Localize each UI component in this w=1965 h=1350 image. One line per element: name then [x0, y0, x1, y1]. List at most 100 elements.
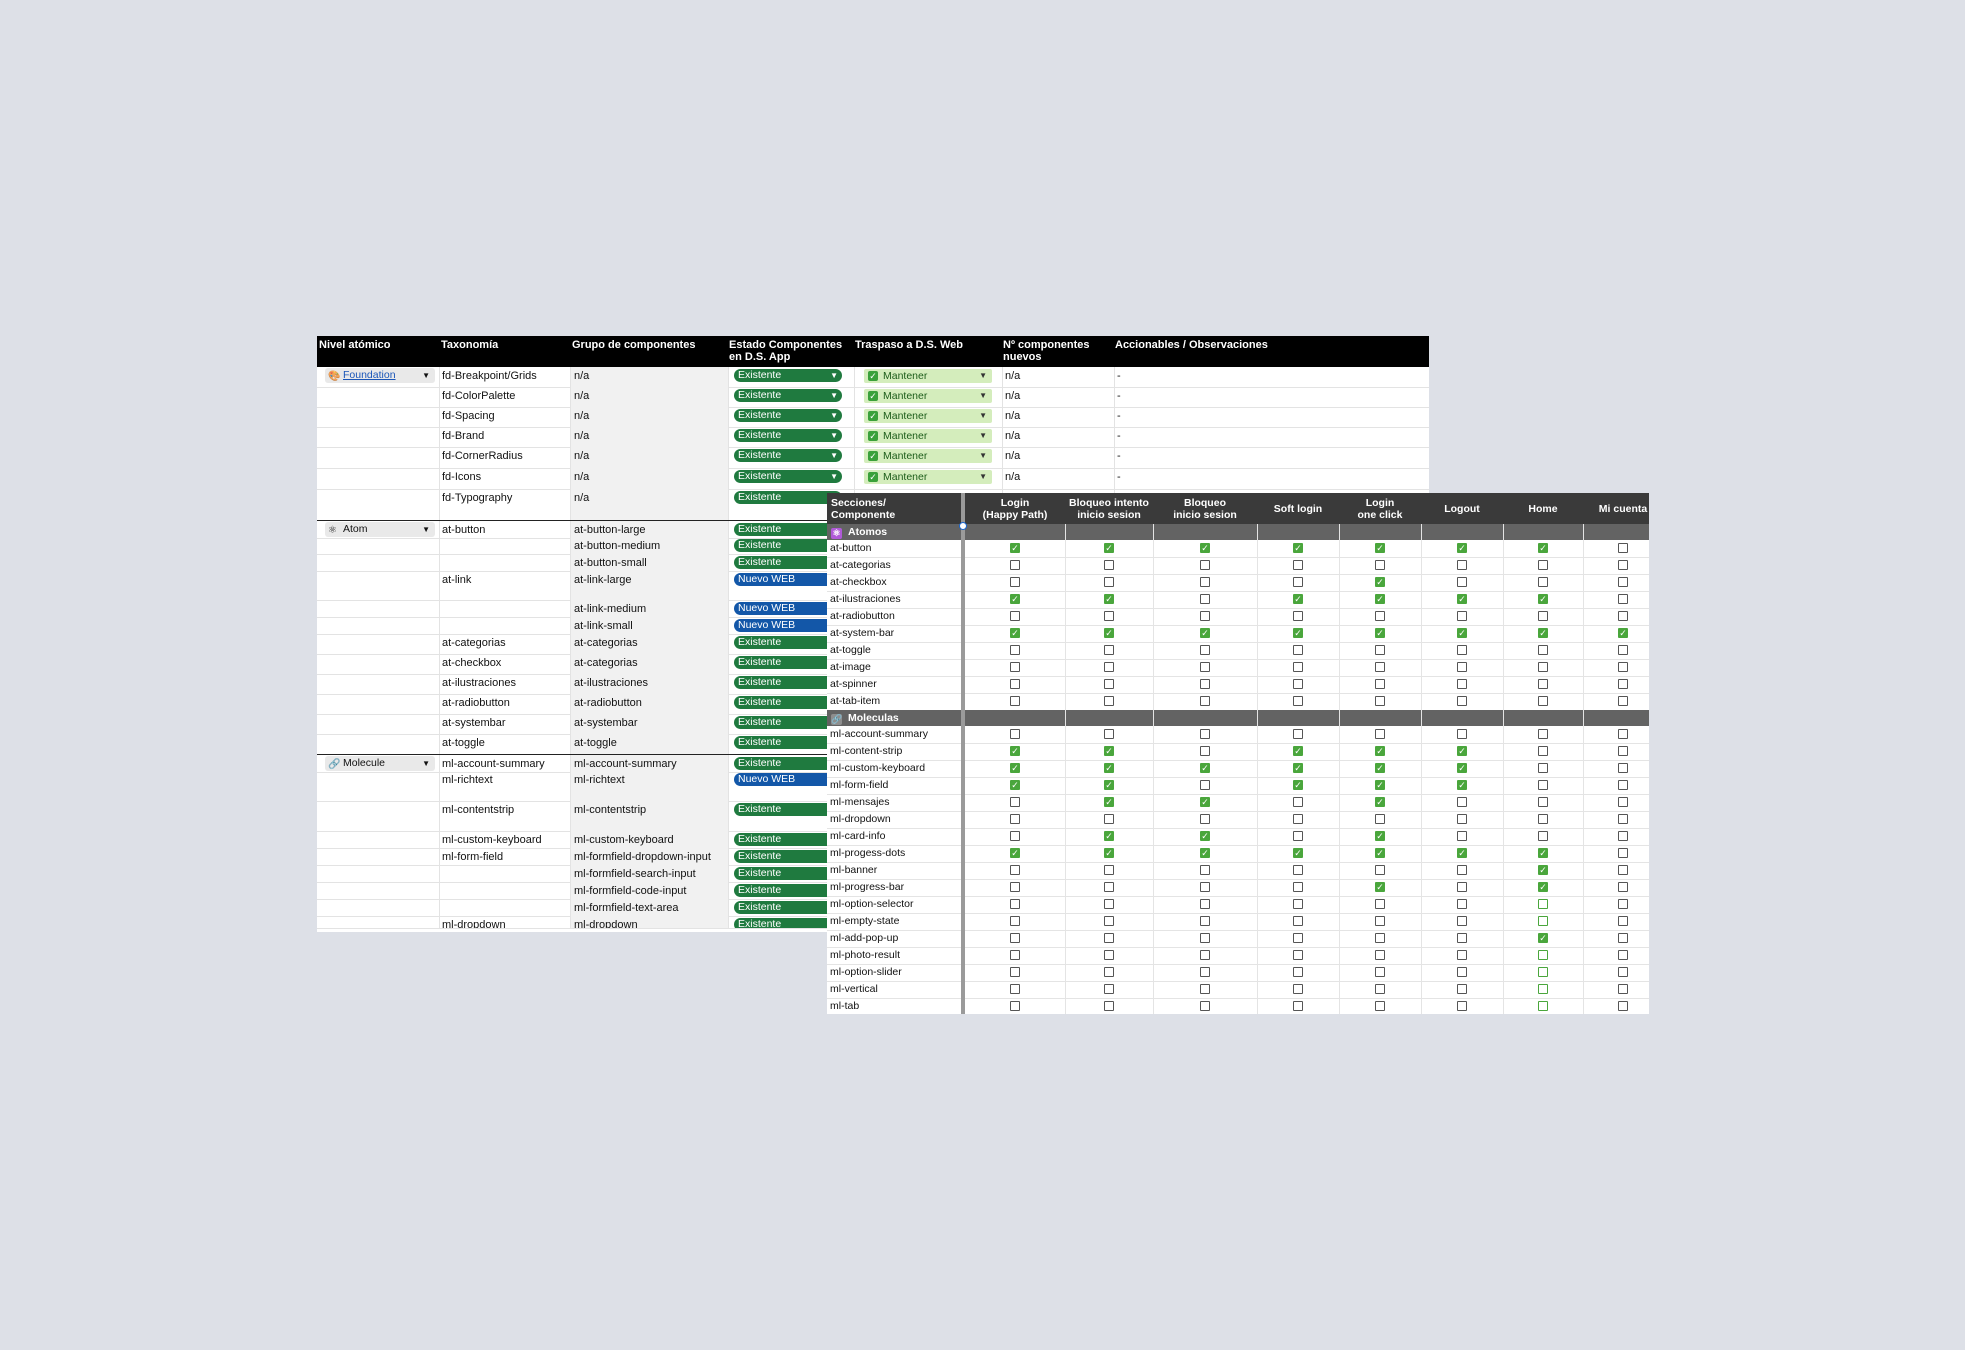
estado-status-pill[interactable]: Existente: [734, 867, 842, 880]
estado-status-pill[interactable]: Existente ▼: [734, 449, 842, 462]
section-checkbox[interactable]: ✓: [1375, 882, 1385, 892]
section-checkbox[interactable]: ✓: [1293, 594, 1303, 604]
section-checkbox[interactable]: [1200, 1001, 1210, 1011]
nivel-label[interactable]: Atom: [343, 523, 368, 535]
section-checkbox[interactable]: [1618, 814, 1628, 824]
section-checkbox[interactable]: ✓: [1375, 763, 1385, 773]
section-checkbox[interactable]: [1618, 882, 1628, 892]
section-checkbox[interactable]: [1010, 679, 1020, 689]
estado-status-pill[interactable]: Existente: [734, 833, 842, 846]
section-checkbox[interactable]: [1200, 933, 1210, 943]
section-checkbox[interactable]: ✓: [1538, 882, 1548, 892]
column-header-2[interactable]: Bloqueo intento inicio sesion: [1065, 493, 1153, 524]
section-checkbox[interactable]: [1293, 662, 1303, 672]
section-checkbox[interactable]: ✓: [1010, 848, 1020, 858]
section-checkbox[interactable]: [1293, 899, 1303, 909]
section-checkbox[interactable]: ✓: [1200, 628, 1210, 638]
section-checkbox[interactable]: ✓: [1200, 763, 1210, 773]
section-checkbox[interactable]: [1538, 679, 1548, 689]
estado-status-pill[interactable]: Existente: [734, 656, 842, 669]
section-checkbox[interactable]: [1538, 797, 1548, 807]
section-checkbox[interactable]: [1375, 865, 1385, 875]
section-checkbox[interactable]: [1538, 967, 1548, 977]
chevron-down-icon[interactable]: ▼: [979, 371, 987, 380]
estado-status-pill[interactable]: Existente: [734, 491, 842, 504]
section-checkbox[interactable]: ✓: [1104, 746, 1114, 756]
section-checkbox[interactable]: [1538, 763, 1548, 773]
section-checkbox[interactable]: [1293, 967, 1303, 977]
estado-status-pill[interactable]: Existente ▼: [734, 409, 842, 422]
section-checkbox[interactable]: [1375, 696, 1385, 706]
section-checkbox[interactable]: [1538, 916, 1548, 926]
column-header-6[interactable]: Logout: [1421, 493, 1503, 524]
section-checkbox[interactable]: [1618, 577, 1628, 587]
section-checkbox[interactable]: [1538, 560, 1548, 570]
column-header-3[interactable]: Bloqueo inicio sesion: [1153, 493, 1257, 524]
chevron-down-icon[interactable]: ▼: [830, 391, 838, 400]
nivel-label[interactable]: Molecule: [343, 757, 386, 769]
section-checkbox[interactable]: [1104, 950, 1114, 960]
section-checkbox[interactable]: [1538, 984, 1548, 994]
section-checkbox[interactable]: ✓: [1457, 780, 1467, 790]
section-checkbox[interactable]: [1010, 577, 1020, 587]
estado-status-pill[interactable]: Existente: [734, 803, 842, 816]
estado-status-pill[interactable]: Existente: [734, 636, 842, 649]
chevron-down-icon[interactable]: ▼: [979, 391, 987, 400]
estado-status-pill[interactable]: Nuevo WEB: [734, 619, 842, 632]
section-checkbox[interactable]: ✓: [1200, 797, 1210, 807]
column-header-5[interactable]: Login one click: [1339, 493, 1421, 524]
section-checkbox[interactable]: [1104, 967, 1114, 977]
section-checkbox[interactable]: [1010, 611, 1020, 621]
section-checkbox[interactable]: [1010, 1001, 1020, 1011]
section-checkbox[interactable]: ✓: [1293, 746, 1303, 756]
section-checkbox[interactable]: [1457, 696, 1467, 706]
section-checkbox[interactable]: [1293, 729, 1303, 739]
section-checkbox[interactable]: ✓: [1457, 848, 1467, 858]
section-checkbox[interactable]: [1618, 696, 1628, 706]
section-checkbox[interactable]: ✓: [1375, 543, 1385, 553]
section-checkbox[interactable]: ✓: [1010, 780, 1020, 790]
section-checkbox[interactable]: [1200, 984, 1210, 994]
section-checkbox[interactable]: [1457, 679, 1467, 689]
section-checkbox[interactable]: [1375, 560, 1385, 570]
section-checkbox[interactable]: [1375, 1001, 1385, 1011]
section-checkbox[interactable]: ✓: [1375, 577, 1385, 587]
section-checkbox[interactable]: [1293, 1001, 1303, 1011]
section-checkbox[interactable]: [1010, 865, 1020, 875]
section-checkbox[interactable]: [1375, 679, 1385, 689]
section-checkbox[interactable]: ✓: [1293, 543, 1303, 553]
chevron-down-icon[interactable]: ▼: [830, 472, 838, 481]
section-checkbox[interactable]: ✓: [1375, 746, 1385, 756]
section-checkbox[interactable]: [1618, 594, 1628, 604]
section-checkbox[interactable]: [1538, 645, 1548, 655]
section-checkbox[interactable]: [1104, 611, 1114, 621]
section-checkbox[interactable]: [1200, 882, 1210, 892]
estado-status-pill[interactable]: Nuevo WEB: [734, 602, 842, 615]
section-checkbox[interactable]: [1104, 560, 1114, 570]
section-checkbox[interactable]: [1375, 662, 1385, 672]
section-checkbox[interactable]: [1293, 916, 1303, 926]
section-checkbox[interactable]: [1200, 662, 1210, 672]
section-checkbox[interactable]: [1293, 814, 1303, 824]
section-checkbox[interactable]: [1538, 1001, 1548, 1011]
section-checkbox[interactable]: [1618, 933, 1628, 943]
estado-status-pill[interactable]: Existente ▼: [734, 470, 842, 483]
section-checkbox[interactable]: [1618, 662, 1628, 672]
section-checkbox[interactable]: [1457, 577, 1467, 587]
estado-status-pill[interactable]: Existente: [734, 556, 842, 569]
nivel-dropdown-atom[interactable]: ⚛ Atom ▼: [325, 522, 435, 537]
chevron-down-icon[interactable]: ▼: [979, 472, 987, 481]
traspaso-dropdown[interactable]: ✓ Mantener ▼: [864, 429, 992, 443]
section-checkbox[interactable]: ✓: [1293, 628, 1303, 638]
section-checkbox[interactable]: [1375, 950, 1385, 960]
section-checkbox[interactable]: [1104, 916, 1114, 926]
section-checkbox[interactable]: [1457, 611, 1467, 621]
section-checkbox[interactable]: [1375, 967, 1385, 977]
column-header-8[interactable]: Mi cuenta: [1583, 493, 1649, 524]
section-checkbox[interactable]: [1293, 645, 1303, 655]
section-checkbox[interactable]: [1618, 865, 1628, 875]
section-checkbox[interactable]: [1618, 560, 1628, 570]
section-checkbox[interactable]: [1538, 662, 1548, 672]
section-checkbox[interactable]: [1200, 679, 1210, 689]
chevron-down-icon[interactable]: ▼: [422, 759, 430, 768]
